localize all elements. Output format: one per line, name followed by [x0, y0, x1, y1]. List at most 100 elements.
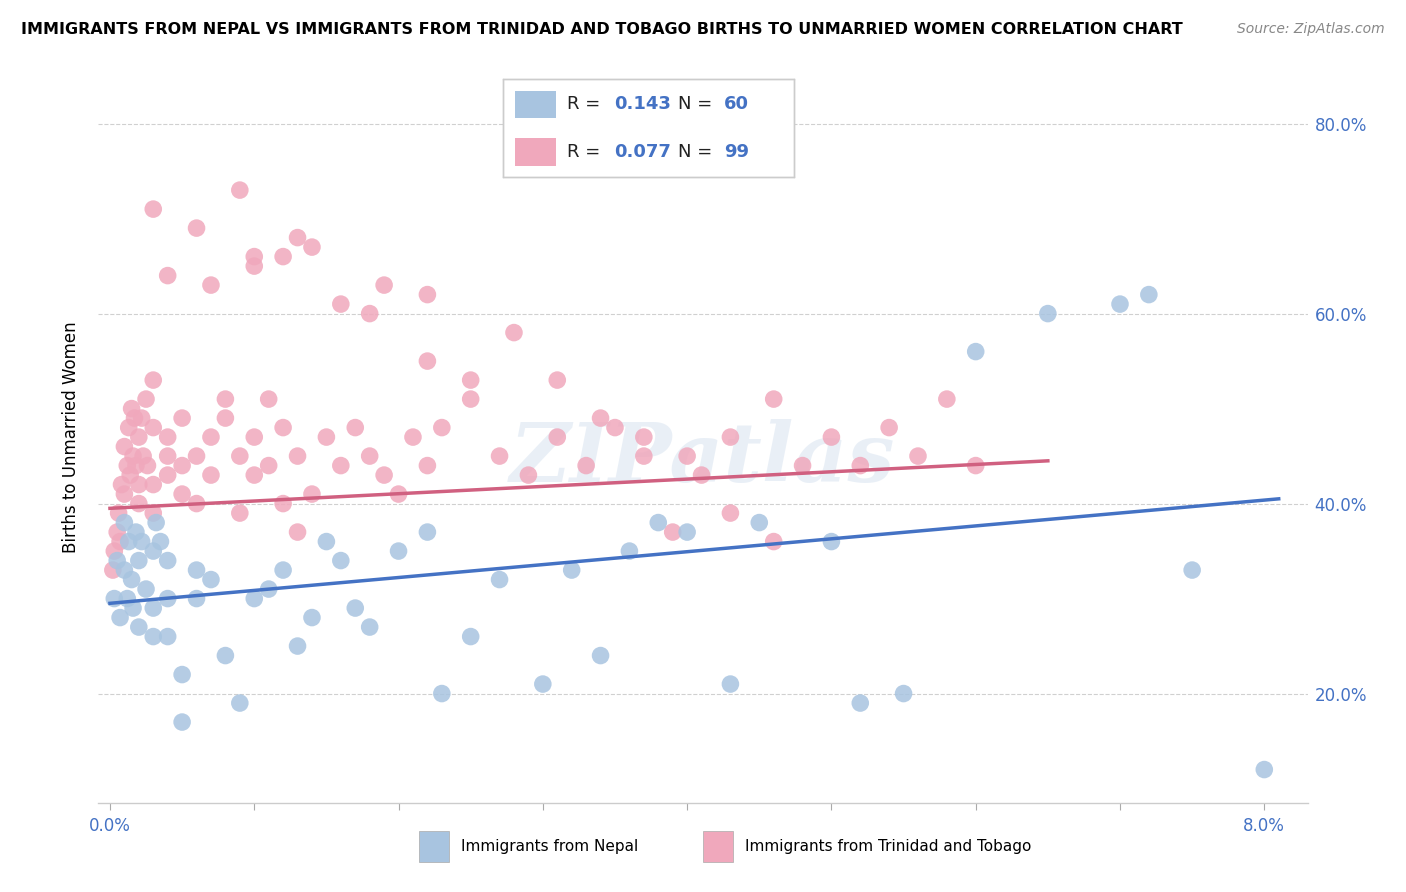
Point	[229, 183, 252, 197]
Point	[257, 392, 280, 406]
Point	[387, 544, 409, 558]
Point	[575, 458, 598, 473]
Point	[214, 411, 236, 425]
Point	[200, 430, 222, 444]
Point	[359, 620, 381, 634]
Point	[344, 420, 367, 434]
Text: ZIPatlas: ZIPatlas	[510, 419, 896, 499]
Point	[531, 677, 554, 691]
Point	[156, 430, 179, 444]
Point	[131, 534, 153, 549]
Point	[329, 458, 352, 473]
Point	[214, 648, 236, 663]
Point	[1181, 563, 1204, 577]
Point	[172, 458, 194, 473]
Text: IMMIGRANTS FROM NEPAL VS IMMIGRANTS FROM TRINIDAD AND TOBAGO BIRTHS TO UNMARRIED: IMMIGRANTS FROM NEPAL VS IMMIGRANTS FROM…	[21, 22, 1182, 37]
Point	[965, 458, 987, 473]
Point	[935, 392, 957, 406]
Point	[122, 601, 145, 615]
Point	[186, 591, 208, 606]
Point	[172, 714, 194, 729]
Point	[142, 544, 165, 558]
Point	[108, 610, 131, 624]
Point	[416, 458, 439, 473]
Point	[229, 696, 252, 710]
Point	[546, 373, 568, 387]
Point	[107, 506, 129, 520]
Point	[243, 259, 266, 273]
Point	[135, 392, 157, 406]
Point	[142, 601, 165, 615]
Point	[156, 268, 179, 283]
Point	[792, 458, 814, 473]
Point	[488, 573, 510, 587]
Point	[124, 411, 146, 425]
Point	[200, 278, 222, 293]
Point	[121, 573, 143, 587]
Point	[257, 582, 280, 596]
Point	[503, 326, 526, 340]
Point	[1036, 307, 1059, 321]
Point	[561, 563, 583, 577]
Point	[373, 278, 395, 293]
Point	[301, 487, 323, 501]
Point	[229, 506, 252, 520]
Point	[200, 573, 222, 587]
Point	[748, 516, 770, 530]
Point	[156, 449, 179, 463]
Point	[402, 430, 425, 444]
Point	[142, 477, 165, 491]
Point	[271, 420, 294, 434]
Point	[128, 497, 150, 511]
Point	[1137, 287, 1160, 301]
Point	[200, 468, 222, 483]
Point	[633, 449, 655, 463]
Point	[849, 696, 872, 710]
Point	[243, 468, 266, 483]
Point	[136, 458, 159, 473]
Point	[117, 458, 139, 473]
Point	[359, 307, 381, 321]
Point	[329, 553, 352, 567]
Point	[718, 506, 741, 520]
Point	[142, 506, 165, 520]
Point	[112, 440, 135, 454]
Point	[893, 687, 915, 701]
Point	[329, 297, 352, 311]
Point	[965, 344, 987, 359]
Point	[186, 563, 208, 577]
Point	[131, 411, 153, 425]
Point	[762, 534, 785, 549]
Point	[849, 458, 872, 473]
Point	[112, 516, 135, 530]
Point	[142, 630, 165, 644]
Point	[517, 468, 540, 483]
Point	[315, 430, 337, 444]
Point	[243, 430, 266, 444]
Point	[359, 449, 381, 463]
Point	[172, 667, 194, 681]
Point	[1253, 763, 1275, 777]
Point	[820, 430, 842, 444]
Point	[661, 524, 683, 539]
Point	[676, 524, 699, 539]
Point	[142, 373, 165, 387]
Point	[186, 449, 208, 463]
Point	[243, 250, 266, 264]
Point	[128, 620, 150, 634]
Point	[1109, 297, 1132, 311]
Point	[128, 553, 150, 567]
Point	[186, 221, 208, 235]
Point	[118, 420, 141, 434]
Point	[112, 487, 135, 501]
Point	[135, 582, 157, 596]
Point	[387, 487, 409, 501]
Point	[718, 677, 741, 691]
Point	[132, 449, 155, 463]
Point	[271, 497, 294, 511]
Point	[117, 591, 139, 606]
Point	[718, 430, 741, 444]
Point	[460, 630, 482, 644]
Point	[287, 230, 309, 244]
Point	[257, 458, 280, 473]
